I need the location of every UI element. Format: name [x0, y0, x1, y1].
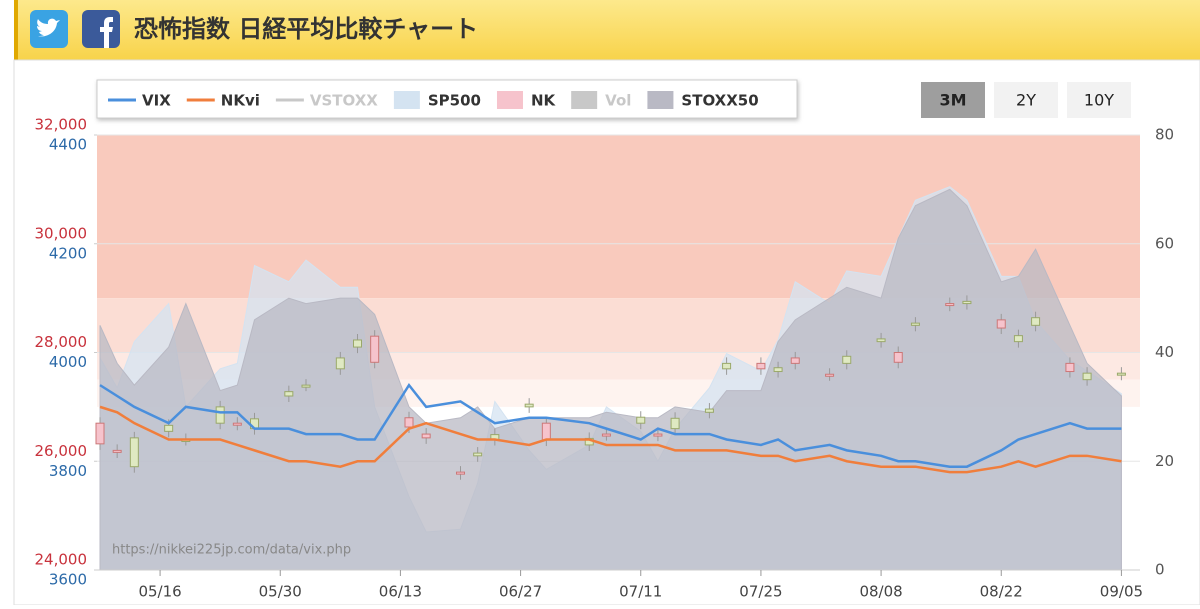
candle-body [335, 357, 345, 370]
legend-swatch [571, 91, 598, 109]
plot: 0 20 40 60 80 24,000 26,000 28,000 30,000 32,000 3… [35, 116, 1175, 601]
candle-body [1065, 362, 1075, 373]
candle-body [284, 391, 294, 397]
candle-body [636, 416, 646, 424]
candle-body [996, 319, 1006, 329]
candle-body [704, 408, 714, 413]
x-tick-label: 09/05 [1100, 583, 1143, 601]
line-series [99, 382, 1122, 468]
candle-body [524, 403, 534, 408]
y2-tick-label: 60 [1155, 234, 1174, 252]
range-button[interactable] [1067, 82, 1131, 118]
x-tick-label: 07/25 [739, 583, 782, 601]
candle-body [232, 422, 242, 426]
legend-swatch [496, 91, 523, 109]
candle-body [756, 362, 766, 370]
legend-box [96, 79, 798, 119]
candle-body [790, 357, 800, 364]
y-tick-label: 32,000 [35, 116, 88, 134]
candle-body [945, 303, 955, 307]
y3-tick-label: 4000 [49, 353, 87, 371]
legend-label[interactable]: SP500 [428, 92, 481, 110]
legend-label[interactable]: STOXX50 [681, 92, 758, 110]
line-series [99, 405, 1122, 474]
candle-body [404, 417, 414, 428]
candle-body [421, 433, 431, 439]
x-tick-label: 08/22 [980, 583, 1023, 601]
y3-tick-label: 3600 [49, 571, 87, 589]
y2-tick-label: 20 [1155, 452, 1174, 470]
candle-body [129, 437, 139, 468]
range-button[interactable] [994, 82, 1058, 118]
y2-tick-label: 40 [1155, 343, 1174, 361]
candle-body [301, 384, 311, 388]
x-tick-label: 07/11 [619, 583, 662, 601]
y3-tick-label: 4400 [49, 136, 87, 154]
y2-tick-label: 0 [1155, 561, 1165, 579]
watermark: https://nikkei225jp.com/data/vix.php [112, 543, 351, 558]
candle-body [1031, 317, 1041, 326]
candle-body [773, 367, 783, 373]
candle-body [1082, 372, 1092, 381]
range-button-label[interactable]: 10Y [1084, 91, 1114, 110]
header-bar [14, 0, 1200, 60]
legend-label[interactable]: VSTOXX [310, 92, 378, 110]
range-button-label[interactable]: 2Y [1016, 91, 1036, 110]
candle-body [1013, 335, 1023, 343]
y-tick-label: 24,000 [35, 551, 88, 569]
area-series [99, 188, 1122, 571]
candle-body [825, 373, 835, 377]
range-buttons: 3M 2Y 10Y [921, 82, 1131, 118]
legend-label[interactable]: VIX [142, 92, 171, 110]
y3-tick-label: 3800 [49, 462, 87, 480]
candle-body [876, 338, 886, 343]
candle-body [601, 433, 611, 437]
legend-label[interactable]: Vol [605, 92, 631, 110]
y2-tick-label: 80 [1155, 126, 1174, 144]
legend-label[interactable]: NK [531, 92, 557, 110]
twitter-icon [37, 18, 60, 37]
header-accent [14, 0, 18, 60]
x-tick-label: 06/13 [379, 583, 422, 601]
x-tick-label: 05/16 [138, 583, 181, 601]
header-title: 恐怖指数 日経平均比較チャート [134, 15, 478, 43]
candle-body [164, 424, 174, 432]
y3-tick-label: 4200 [49, 244, 87, 262]
candle-body [541, 422, 551, 441]
candle-body [722, 362, 732, 370]
candle-body [95, 422, 105, 445]
legend: VIX NKvi VSTOXX SP500 NK Vol STOXX50 [108, 91, 759, 110]
candle-body [370, 335, 380, 363]
candle-body [215, 406, 225, 424]
y-tick-label: 30,000 [35, 224, 88, 242]
facebook-icon [100, 17, 113, 48]
candle-body [962, 300, 972, 305]
range-button-label[interactable]: 3M [939, 91, 966, 110]
legend-label[interactable]: NKvi [221, 92, 260, 110]
x-tick-label: 08/08 [859, 583, 902, 601]
x-tick-label: 05/30 [259, 583, 302, 601]
x-tick-label: 06/27 [499, 583, 542, 601]
candle-body [653, 433, 663, 437]
y-tick-label: 28,000 [35, 333, 88, 351]
candle-body [1116, 372, 1126, 376]
candle-body [910, 322, 920, 326]
candle-body [842, 355, 852, 364]
y-tick-label: 26,000 [35, 442, 88, 460]
candle-body [353, 339, 362, 348]
legend-swatch [393, 91, 420, 109]
range-button[interactable] [921, 82, 985, 118]
candle-body [456, 471, 465, 475]
candle-body [893, 352, 903, 363]
candle-body [473, 452, 483, 457]
legend-swatch [647, 91, 674, 109]
candle-body [670, 417, 680, 430]
candle-body [112, 449, 122, 453]
